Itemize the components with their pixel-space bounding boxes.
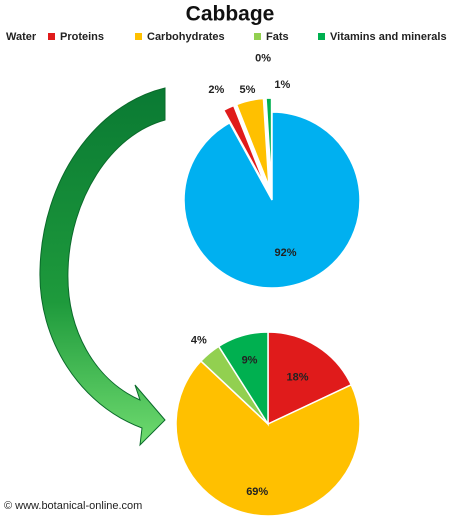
pie-slice — [183, 111, 361, 289]
pie-slice — [267, 331, 353, 426]
value-label: 0% — [255, 53, 271, 65]
pie-slice — [175, 359, 361, 517]
value-label: 5% — [239, 84, 255, 96]
value-label: 2% — [208, 84, 224, 96]
legend-swatch — [48, 33, 55, 40]
chart-title: Cabbage — [186, 3, 275, 26]
legend-swatch — [254, 33, 261, 40]
legend-label: Carbohydrates — [147, 31, 225, 43]
value-label: 69% — [246, 486, 268, 498]
value-label: 4% — [191, 334, 207, 346]
legend-swatch — [318, 33, 325, 40]
pie-slice — [222, 104, 267, 188]
pie-slice — [217, 331, 269, 427]
value-label: 18% — [287, 371, 309, 383]
arrow — [39, 87, 166, 447]
legend-label: Water — [6, 31, 37, 43]
legend-label: Vitamins and minerals — [330, 31, 447, 43]
legend-label: Proteins — [60, 31, 104, 43]
value-label: 92% — [275, 247, 297, 259]
legend-swatch — [135, 33, 142, 40]
pie-slice — [265, 97, 273, 187]
pie-slice — [235, 97, 270, 187]
value-label: 9% — [242, 354, 258, 366]
source: © www.botanical-online.com — [4, 500, 142, 512]
legend-label: Fats — [266, 31, 289, 43]
value-label: 1% — [274, 79, 290, 91]
